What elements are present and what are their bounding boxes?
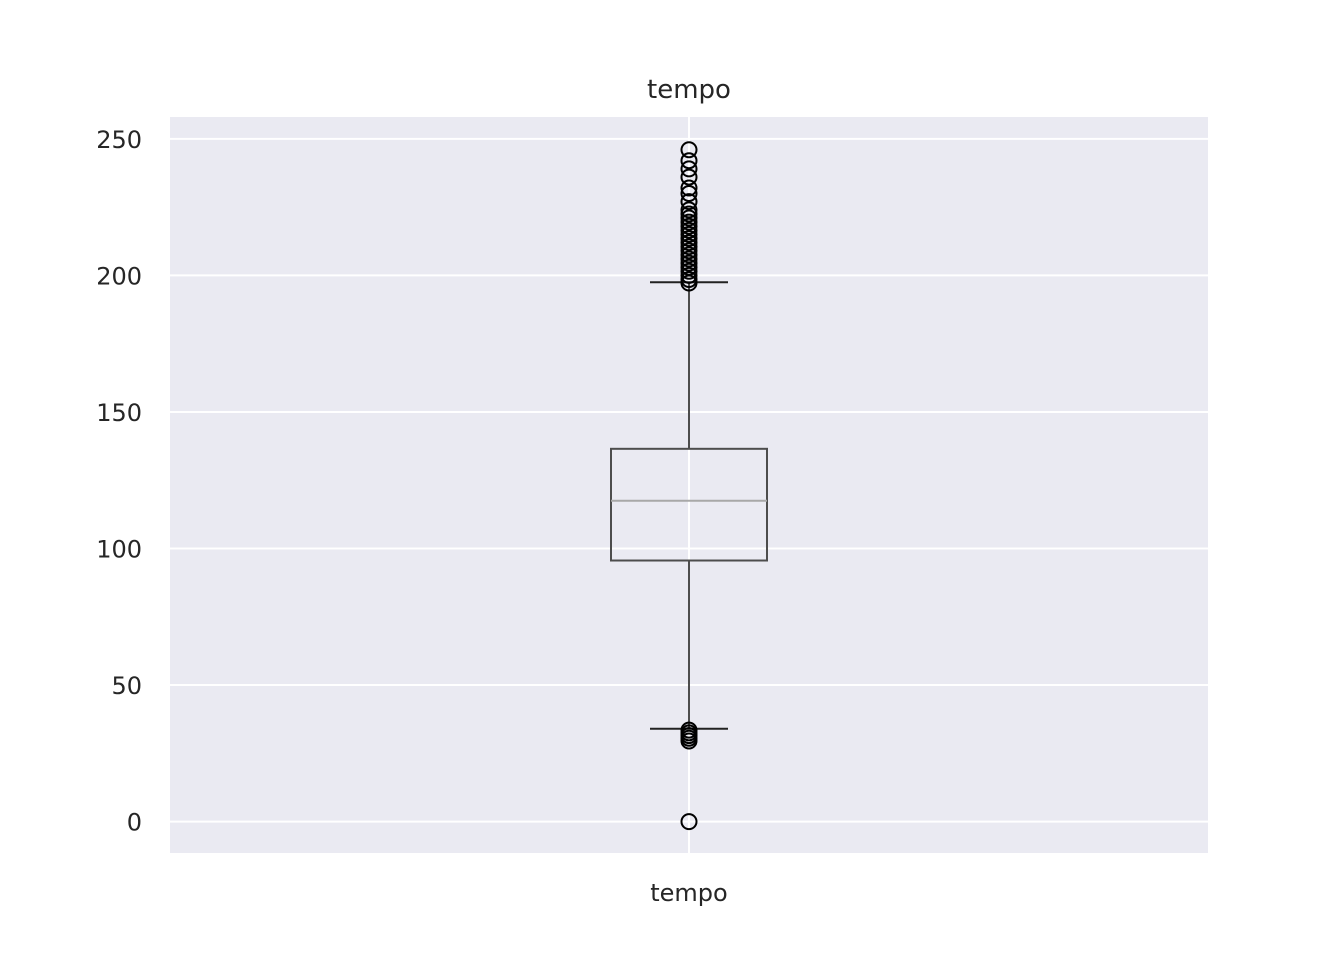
y-tick-label: 250 <box>96 126 142 154</box>
outlier-point <box>680 721 698 739</box>
outlier-point <box>680 234 698 252</box>
outlier-point <box>680 160 698 178</box>
outlier-point <box>680 242 698 260</box>
box-series <box>610 141 768 831</box>
outlier-point <box>680 254 698 272</box>
y-axis-ticks: 0 50 100 150 200 250 <box>96 126 142 837</box>
outlier-point <box>680 246 698 264</box>
x-axis-ticks: tempo <box>650 879 727 907</box>
outlier-point <box>680 205 698 223</box>
y-tick-label: 150 <box>96 399 142 427</box>
outlier-point <box>680 813 698 831</box>
outlier-point <box>680 258 698 276</box>
outlier-point <box>680 238 698 256</box>
chart-title: tempo <box>647 75 731 105</box>
outlier-point <box>680 225 698 243</box>
outlier-point <box>680 221 698 239</box>
outlier-point <box>680 217 698 235</box>
y-tick-label: 100 <box>96 535 142 563</box>
outlier-point <box>680 266 698 284</box>
iqr-box <box>610 447 768 562</box>
outlier-point <box>680 209 698 227</box>
outlier-point <box>680 168 698 186</box>
outlier-point <box>680 184 698 202</box>
outlier-point <box>680 230 698 248</box>
x-tick-label: tempo <box>650 879 727 907</box>
y-tick-label: 50 <box>111 672 142 700</box>
outlier-point <box>680 141 698 159</box>
outlier-point <box>680 179 698 197</box>
outlier-point <box>680 262 698 280</box>
y-tick-label: 0 <box>127 809 142 837</box>
y-tick-label: 200 <box>96 262 142 290</box>
outlier-point <box>680 193 698 211</box>
outlier-point <box>680 201 698 219</box>
outlier-point <box>680 213 698 231</box>
outlier-point <box>680 270 698 288</box>
outlier-point <box>680 152 698 170</box>
outlier-point <box>680 250 698 268</box>
